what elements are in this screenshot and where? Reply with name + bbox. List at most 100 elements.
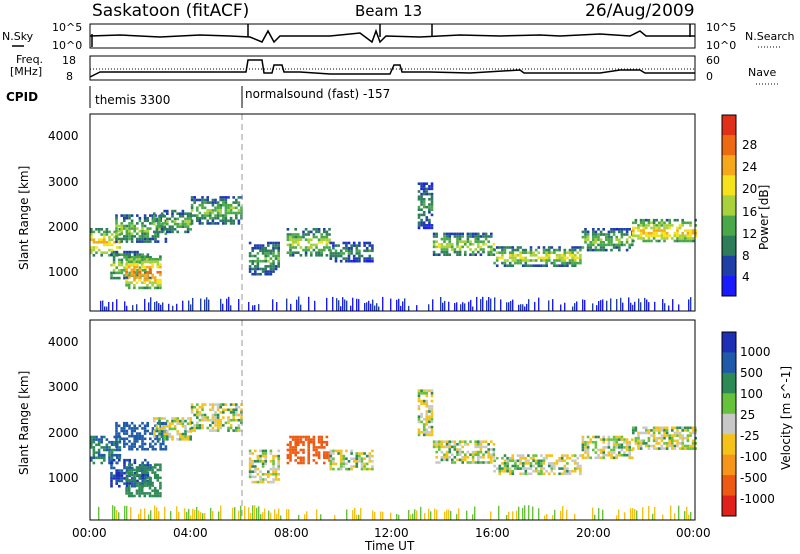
scatter-cell: [694, 431, 697, 435]
scatter-cell: [420, 431, 423, 434]
scatter-cell: [663, 436, 666, 440]
scatter-cell: [156, 434, 160, 438]
scatter-cell: [103, 446, 106, 449]
scatter-cell: [352, 254, 356, 258]
scatter-cell: [694, 447, 697, 450]
scatter-cell: [668, 436, 671, 440]
vel-cbar-tick-neg25: -25: [740, 429, 760, 443]
scatter-cell: [689, 224, 692, 227]
scatter-cell: [158, 419, 161, 423]
scatter-cell: [547, 256, 551, 260]
scatter-cell: [155, 228, 159, 231]
scatter-cell: [625, 453, 629, 457]
scatter-cell: [138, 484, 141, 487]
scatter-cell: [443, 248, 446, 251]
ground-scatter-cell: [636, 510, 638, 520]
scatter-cell: [264, 272, 267, 276]
scatter-cell: [264, 267, 267, 271]
scatter-cell: [201, 206, 204, 210]
scatter-cell: [136, 271, 139, 275]
ground-scatter-cell: [116, 299, 118, 311]
scatter-cell: [159, 481, 162, 485]
scatter-cell: [323, 238, 326, 241]
scatter-cell: [612, 230, 616, 234]
scatter-cell: [315, 246, 318, 249]
scatter-cell: [113, 235, 116, 239]
scatter-cell: [676, 218, 679, 222]
scatter-cell: [443, 240, 446, 243]
scatter-cell: [663, 431, 666, 435]
scatter-cell: [471, 453, 475, 456]
scatter-cell: [430, 182, 434, 185]
ground-scatter-cell: [170, 511, 172, 520]
scatter-cell: [254, 265, 257, 268]
scatter-cell: [464, 243, 467, 246]
scatter-cell: [125, 276, 129, 280]
scatter-cell: [365, 462, 369, 466]
scatter-cell: [438, 245, 441, 249]
ground-scatter-cell: [544, 515, 546, 520]
scatter-cell: [115, 437, 118, 441]
ground-scatter-cell: [288, 509, 290, 520]
scatter-cell: [171, 225, 174, 228]
scatter-cell: [589, 440, 592, 444]
scatter-cell: [211, 421, 215, 425]
ground-scatter-cell: [204, 513, 206, 520]
scatter-cell: [443, 253, 446, 256]
scatter-cell: [645, 444, 648, 448]
scatter-cell: [671, 442, 674, 445]
ground-scatter-cell: [148, 514, 150, 520]
scatter-cell: [529, 462, 533, 465]
scatter-cell: [691, 231, 695, 235]
scatter-cell: [168, 427, 172, 431]
scatter-cell: [506, 259, 509, 262]
colorbar-swatch: [722, 195, 736, 216]
scatter-cell: [642, 231, 645, 235]
scatter-cell: [112, 250, 116, 254]
scatter-cell: [100, 461, 103, 465]
scatter-cell: [350, 465, 353, 468]
scatter-cell: [92, 456, 96, 460]
scatter-cell: [117, 237, 121, 241]
scatter-cell: [125, 216, 129, 220]
scatter-cell: [248, 460, 252, 463]
ground-scatter-cell: [630, 302, 632, 311]
scatter-cell: [251, 262, 254, 266]
scatter-cell: [133, 253, 137, 256]
vel-ytick-2000: 2000: [48, 426, 79, 440]
colorbar-swatch: [722, 275, 736, 297]
scatter-cell: [334, 249, 338, 253]
scatter-cell: [203, 403, 207, 406]
scatter-cell: [130, 214, 134, 217]
scatter-cell: [571, 264, 574, 267]
scatter-cell: [251, 475, 254, 479]
scatter-cell: [612, 448, 616, 452]
scatter-cell: [100, 228, 103, 231]
ground-scatter-cell: [498, 505, 500, 520]
scatter-cell: [445, 450, 449, 454]
scatter-cell: [445, 243, 449, 246]
scatter-cell: [307, 248, 310, 252]
scatter-cell: [632, 239, 635, 243]
scatter-cell: [550, 454, 554, 457]
scatter-cell: [120, 237, 123, 241]
scatter-cell: [115, 424, 118, 428]
scatter-cell: [123, 477, 126, 480]
scatter-cell: [681, 237, 684, 240]
scatter-cell: [425, 392, 429, 395]
scatter-cell: [323, 235, 326, 239]
scatter-cell: [256, 473, 260, 476]
scatter-cell: [206, 198, 209, 202]
scatter-cell: [602, 248, 605, 252]
scatter-cell: [151, 481, 154, 485]
scatter-cell: [153, 486, 157, 490]
scatter-cell: [151, 235, 155, 238]
scatter-cell: [586, 233, 590, 236]
scatter-cell: [371, 454, 374, 458]
scatter-cell: [628, 228, 631, 231]
scatter-cell: [469, 232, 472, 236]
scatter-cell: [599, 230, 603, 234]
scatter-cell: [655, 234, 658, 238]
scatter-cell: [547, 246, 551, 249]
scatter-cell: [186, 430, 190, 433]
